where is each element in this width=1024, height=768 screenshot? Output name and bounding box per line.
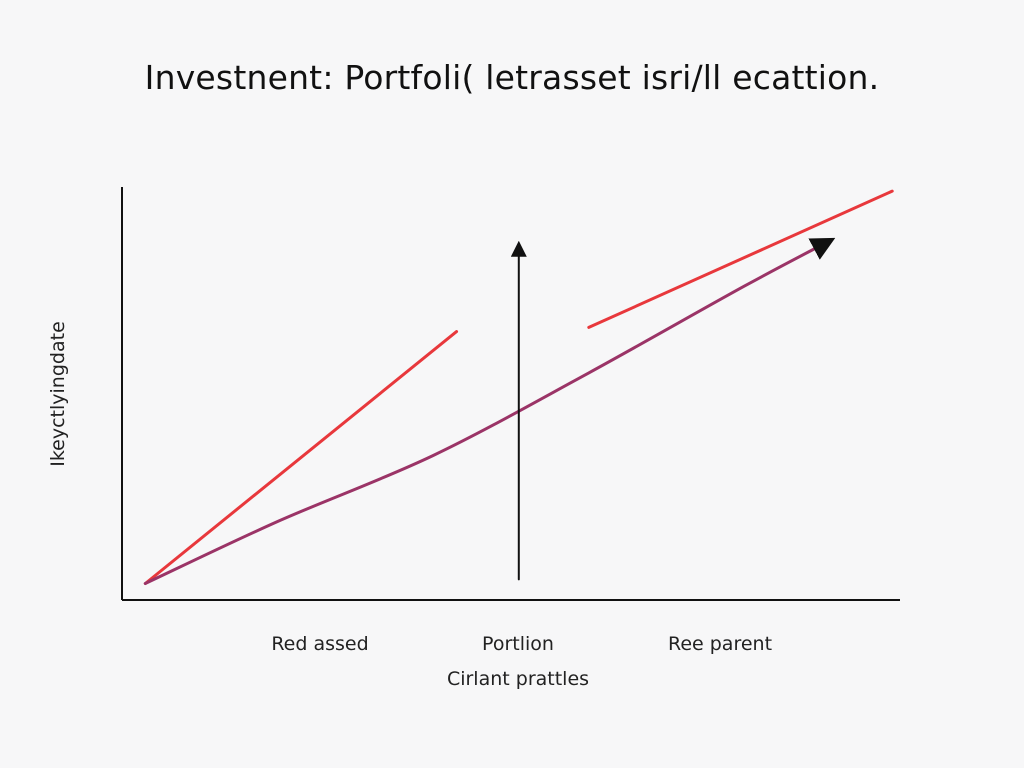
y-axis-title: Ikeyctlyingdate xyxy=(47,321,69,467)
series-1-line xyxy=(143,237,836,585)
chart-title: Investnent: Portfoli( letrasset isri/ll … xyxy=(144,58,880,97)
x-axis-title: Cirlant prattles xyxy=(447,668,589,690)
series-0-segment-1 xyxy=(587,189,894,329)
x-tick-labels: Red assed Portlion Ree parent xyxy=(271,633,772,655)
x-tick-label-2: Ree parent xyxy=(668,633,772,655)
series-layer xyxy=(143,189,894,585)
x-tick-label-0: Red assed xyxy=(271,633,368,655)
series-0-segment-0 xyxy=(143,330,459,585)
x-tick-label-1: Portlion xyxy=(482,633,554,655)
